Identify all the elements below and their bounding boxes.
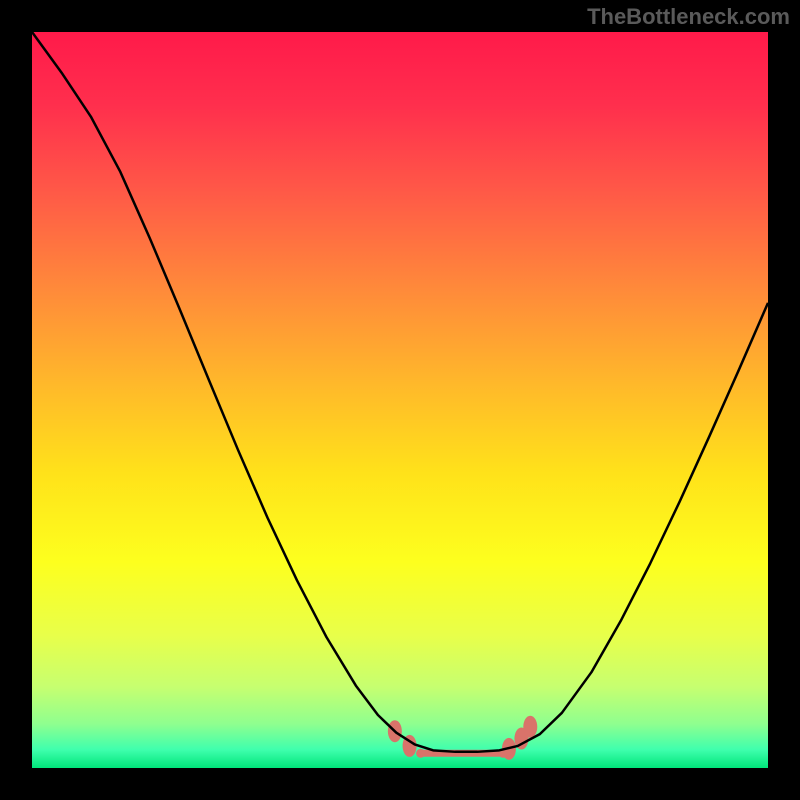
bottleneck-curve-chart [32, 32, 768, 768]
chart-background [32, 32, 768, 768]
chart-plot-area [32, 32, 768, 768]
watermark-text: TheBottleneck.com [587, 4, 790, 30]
